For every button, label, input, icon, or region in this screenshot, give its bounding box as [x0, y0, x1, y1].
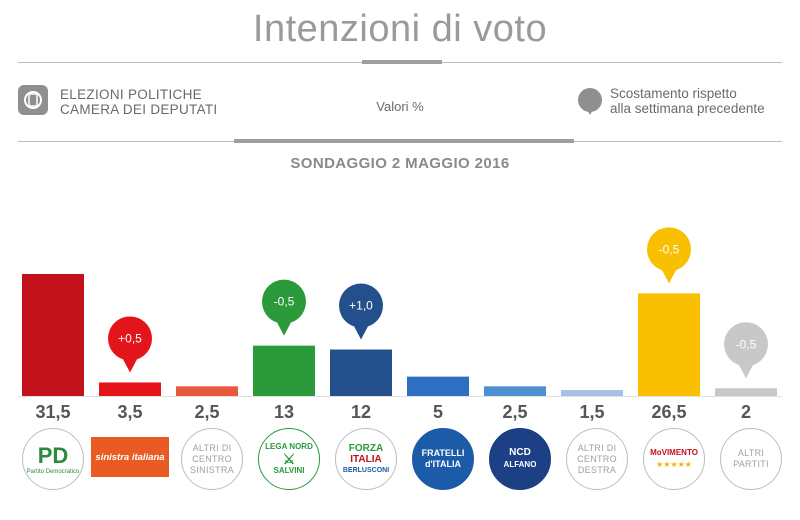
change-legend-line-1: Scostamento rispetto — [610, 86, 737, 101]
value-label-6: 2,5 — [502, 402, 527, 422]
lega-warrior-icon: ⚔ — [282, 451, 296, 467]
pin-legend-icon — [578, 88, 602, 115]
fi-line-1: FORZA — [348, 442, 384, 454]
fratelli-italia-logo: FRATELLI d'ITALIA — [412, 428, 474, 490]
bar-4 — [330, 349, 392, 396]
fdi-line-1: FRATELLI — [421, 448, 465, 458]
parliament-icon — [18, 85, 48, 115]
bar-7 — [561, 390, 623, 396]
election-label: ELEZIONI POLITICHE CAMERA DEI DEPUTATI — [60, 87, 217, 117]
value-label-4: 12 — [351, 402, 371, 422]
ncd-line-1: NCD — [509, 447, 531, 458]
bar-3 — [253, 345, 315, 396]
value-label-1: 3,5 — [117, 402, 142, 422]
m5s-line-1: MoVIMENTO — [650, 448, 698, 457]
bar-0 — [22, 274, 84, 396]
altri-cs-line-1: ALTRI DI — [192, 442, 232, 453]
change-pin-4 — [339, 283, 383, 328]
ncd-line-2: ALFANO — [503, 460, 537, 469]
altri-cd-line-2: CENTRO — [577, 453, 617, 464]
altri-line-1: ALTRI — [737, 448, 765, 458]
value-label-2: 2,5 — [194, 402, 219, 422]
change-label-1: +0,5 — [118, 331, 142, 345]
value-label-3: 13 — [274, 402, 294, 422]
altri-cd-line-1: ALTRI DI — [577, 442, 617, 453]
pd-logo: PD Partito Democratico — [22, 428, 84, 490]
value-label-7: 1,5 — [579, 402, 604, 422]
fi-line-3: BERLUSCONI — [342, 466, 390, 474]
change-legend-label: Scostamento rispetto alla settimana prec… — [610, 86, 765, 116]
value-label-0: 31,5 — [35, 402, 70, 422]
page-title: Intenzioni di voto — [252, 8, 548, 50]
value-label-9: 2 — [741, 402, 751, 422]
election-line-1: ELEZIONI POLITICHE — [60, 87, 202, 102]
sinistra-italiana-logo: sinistra italiana — [91, 437, 169, 477]
altri-partiti-logo: ALTRI PARTITI — [720, 428, 782, 490]
change-label-8: -0,5 — [659, 242, 680, 256]
movimento-5-stelle-logo: MoVIMENTO ★★★★★ — [643, 428, 705, 490]
altri-line-2: PARTITI — [733, 459, 769, 469]
lega-nord-logo: LEGA NORD ⚔ SALVINI — [258, 428, 320, 490]
pd-logo-text: PD — [37, 443, 69, 468]
bar-1 — [99, 382, 161, 396]
ncd-logo: NCD ALFANO — [489, 428, 551, 490]
bar-5 — [407, 376, 469, 396]
mid-accent-bar — [234, 139, 574, 143]
change-label-9: -0,5 — [736, 337, 757, 351]
value-label-8: 26,5 — [651, 402, 686, 422]
altri-cd-line-3: DESTRA — [577, 464, 617, 475]
values-unit-label: Valori % — [376, 99, 424, 114]
pd-logo-subtext: Partito Democratico — [26, 469, 80, 475]
change-pin-1 — [108, 316, 152, 361]
m5s-stars: ★★★★★ — [656, 460, 692, 469]
bar-6 — [484, 386, 546, 396]
bar-9 — [715, 388, 777, 396]
election-line-2: CAMERA DEI DEPUTATI — [60, 102, 218, 117]
bar-8 — [638, 293, 700, 396]
change-pin-3 — [262, 279, 306, 324]
change-label-3: -0,5 — [274, 295, 295, 309]
altri-cs-line-3: SINISTRA — [190, 464, 234, 475]
fi-line-2: ITALIA — [350, 453, 382, 465]
lega-line-1: LEGA NORD — [265, 442, 313, 451]
change-label-4: +1,0 — [349, 299, 373, 313]
bar-2 — [176, 386, 238, 396]
value-label-5: 5 — [433, 402, 443, 422]
title-accent-bar — [362, 60, 442, 64]
change-legend-line-2: alla settimana precedente — [610, 101, 765, 116]
altri-cs-line-2: CENTRO — [192, 453, 232, 464]
change-pin-9 — [724, 322, 768, 367]
altri-centro-destra-logo: ALTRI DI CENTRO DESTRA — [566, 428, 628, 490]
change-pin-8 — [647, 227, 691, 272]
altri-centro-sinistra-logo: ALTRI DI CENTRO SINISTRA — [181, 428, 243, 490]
fdi-line-2: d'ITALIA — [425, 459, 461, 469]
chart-title: SONDAGGIO 2 MAGGIO 2016 — [290, 155, 510, 172]
lega-line-2: SALVINI — [273, 466, 305, 475]
forza-italia-logo: FORZA ITALIA BERLUSCONI — [335, 428, 397, 490]
